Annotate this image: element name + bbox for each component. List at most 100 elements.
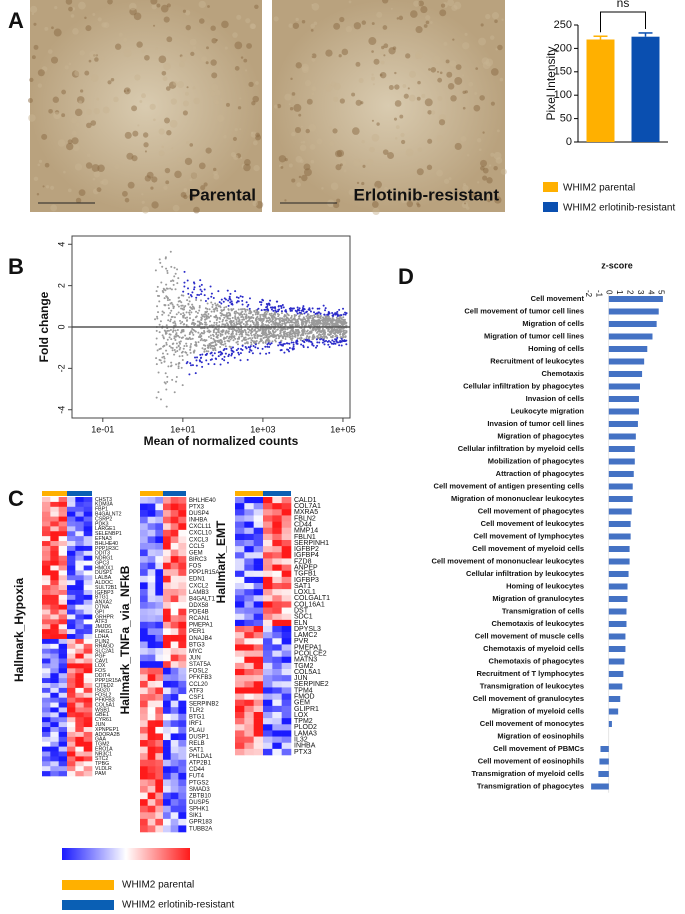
point [261,347,264,350]
point [163,329,166,332]
axis-title: z-score [601,260,633,270]
point [212,341,215,344]
point [310,341,313,344]
point [265,310,268,313]
heatmap-cell [42,712,51,718]
point [265,313,268,316]
panel-label: C [8,486,24,511]
heatmap-cell [281,564,292,572]
heatmap-cell [67,678,76,684]
point [161,265,164,268]
point [304,324,307,327]
point [318,341,321,344]
point [182,323,185,326]
point [218,340,221,343]
texture [499,77,504,82]
point [338,318,341,321]
point [228,297,231,300]
texture [114,43,122,50]
point [224,352,227,355]
heatmap-cell [253,730,264,737]
point [343,323,346,326]
gene-label: SIK1 [189,813,203,819]
heatmap-cell [244,626,254,633]
point [274,339,277,342]
texture [169,119,178,128]
heatmap-cell [140,634,148,642]
point [269,343,272,346]
heatmap-cell [263,583,273,590]
term-label: Migration of granulocytes [492,594,584,603]
point [262,315,265,318]
texture [198,0,206,9]
heatmap-cell [50,648,59,654]
heatmap-cell [67,692,76,698]
texture [407,87,410,90]
texture [333,96,339,102]
bar [608,608,627,615]
point [282,343,285,346]
heatmap-cell [178,680,187,688]
point [189,362,192,365]
heatmap-cell [42,653,51,659]
point [177,344,180,347]
heatmap-cell [58,648,68,654]
heatmap-cell [272,656,282,664]
heatmap-cell [170,726,179,734]
point [316,344,319,347]
point [265,352,268,355]
gene-label: BTG1 [95,595,109,601]
point [234,290,237,293]
heatmap-cell [244,521,254,529]
heatmap-cell [58,668,68,674]
heatmap-cell [163,503,171,511]
heatmap-cell [50,521,59,527]
heatmap-cell [253,540,264,547]
point [248,328,251,331]
point [162,311,165,314]
heatmap-cell [235,515,245,522]
texture [141,48,146,53]
point [207,297,210,300]
texture [379,50,385,55]
heatmap-cell [253,546,264,553]
term-label: Chemotaxis of myeloid cells [483,644,584,653]
point [254,332,257,335]
point [260,334,263,337]
point [199,333,202,336]
heatmap-cell [140,575,148,583]
point [322,323,325,326]
point [263,308,266,311]
heatmap-cell [272,509,282,516]
point [165,388,168,391]
point [264,323,267,326]
texture [436,135,444,143]
heatmap-cell [244,503,254,510]
point [313,321,316,324]
gene-label: JUN [294,675,308,682]
heatmap-cell [281,576,292,584]
texture [230,151,236,158]
point [179,346,182,349]
point [211,347,214,350]
heatmap-cell [67,668,76,674]
point [331,318,334,321]
heatmap-cell [58,741,68,747]
texture [471,191,478,198]
point [342,307,345,310]
heatmap-cell [253,521,264,529]
gene-label: SAT1 [294,583,311,590]
heatmap-cell [58,541,68,547]
gene-label: GPR183 [189,820,213,826]
heatmap-cell [163,608,171,616]
point [169,320,172,323]
heatmap-cell [75,653,84,659]
texture [480,23,484,27]
point [301,339,304,342]
heatmap-cell [272,662,282,670]
heatmap-cell [75,570,84,576]
gene-label: CAV1 [95,658,108,664]
heatmap-cell [50,501,59,508]
heatmap-cell [281,712,292,719]
point [340,337,343,340]
